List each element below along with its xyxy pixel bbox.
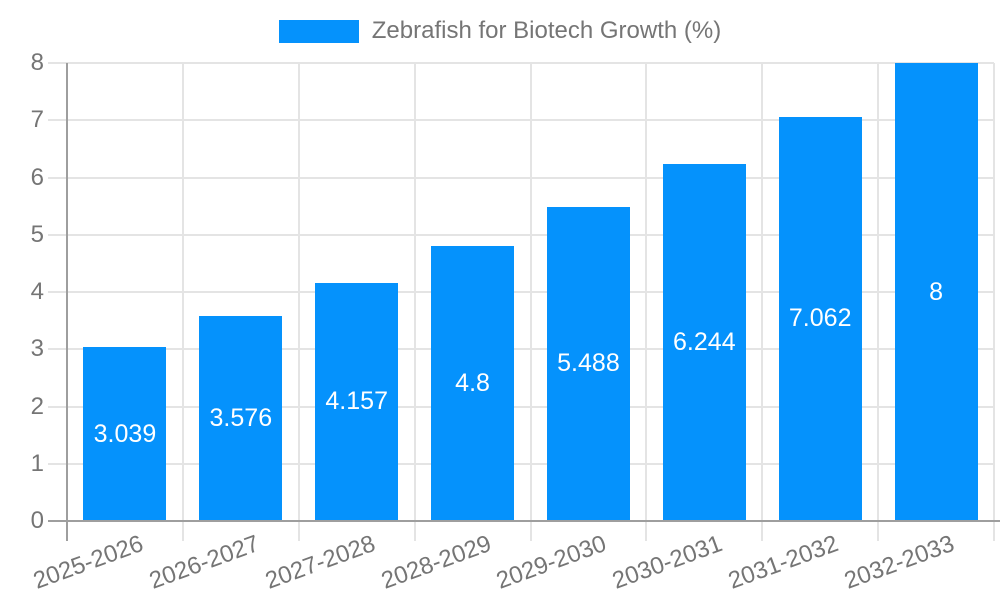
bar-value-label: 4.8: [455, 369, 490, 398]
bar: 7.062: [778, 116, 862, 521]
bar: 4.8: [431, 246, 515, 521]
y-tick-label: 7: [30, 106, 44, 134]
y-tick-label: 2: [30, 392, 44, 420]
x-gridline: [413, 63, 416, 541]
bar-value-label: 5.488: [557, 349, 620, 378]
legend[interactable]: Zebrafish for Biotech Growth (%): [0, 17, 1000, 45]
x-gridline: [877, 63, 880, 541]
y-gridline: [48, 291, 994, 293]
bar: 3.576: [199, 316, 283, 521]
x-gridline: [645, 63, 648, 541]
x-gridline: [297, 63, 300, 541]
y-gridline: [48, 405, 994, 408]
bar-value-label: 6.244: [673, 327, 736, 356]
bar: 8: [894, 63, 978, 521]
x-gridline: [993, 63, 995, 541]
y-tick-label: 6: [30, 163, 44, 191]
y-gridline: [48, 62, 994, 64]
y-gridline: [48, 233, 994, 236]
legend-swatch: [278, 19, 359, 43]
bar-value-label: 4.157: [325, 387, 388, 416]
x-gridline: [761, 63, 764, 541]
y-axis-line: [66, 63, 68, 541]
y-tick-label: 5: [30, 220, 44, 248]
y-tick-label: 0: [30, 507, 44, 534]
x-gridline: [529, 63, 532, 541]
y-tick-label: 4: [30, 278, 44, 305]
bar-value-label: 7.062: [788, 304, 852, 333]
y-tick-label: 1: [30, 449, 44, 477]
y-tick-label: 8: [30, 49, 44, 76]
bar: 5.488: [546, 206, 630, 521]
y-tick-label: 3: [30, 335, 44, 363]
y-gridline: [48, 119, 994, 122]
y-gridline: [48, 348, 994, 351]
x-axis-line: [48, 520, 1000, 522]
x-gridline: [181, 63, 184, 541]
bar: 6.244: [662, 163, 746, 521]
y-gridline: [48, 462, 994, 465]
y-gridline: [48, 176, 994, 179]
legend-label: Zebrafish for Biotech Growth (%): [371, 17, 722, 44]
bar: 3.039: [83, 347, 167, 521]
bar-value-label: 3.039: [93, 419, 157, 448]
bar-value-label: 8: [929, 277, 944, 306]
bar-value-label: 3.576: [209, 404, 273, 433]
bar: 4.157: [315, 283, 399, 521]
